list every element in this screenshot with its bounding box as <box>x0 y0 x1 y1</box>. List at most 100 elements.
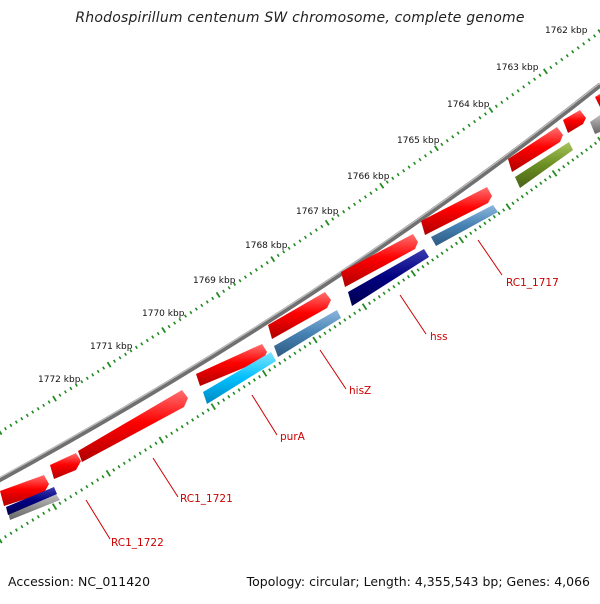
tick-mark <box>96 369 100 374</box>
tick-mark <box>118 356 122 360</box>
tick-mark <box>252 378 256 382</box>
scale-label: 1762 kbp <box>545 26 588 36</box>
tick-mark <box>151 335 155 339</box>
scale-label: 1767 kbp <box>296 207 339 217</box>
tick-mark <box>36 514 40 519</box>
tick-mark <box>283 358 287 362</box>
tick-mark <box>333 324 337 329</box>
tick-mark <box>527 81 531 85</box>
gene-arrow-navy[interactable] <box>348 249 429 306</box>
tick-mark <box>549 65 553 70</box>
tick-mark <box>402 278 406 282</box>
gene-arrow[interactable] <box>341 234 418 287</box>
tick-mark <box>293 242 297 247</box>
tick-mark <box>227 394 231 399</box>
tick-mark <box>469 231 473 236</box>
tick-mark <box>233 282 237 286</box>
tick-mark <box>4 534 7 539</box>
tick-mark <box>580 151 584 155</box>
tick-mark <box>14 420 18 424</box>
gene-arrow-olive[interactable] <box>515 142 573 188</box>
tick-mark <box>593 34 597 38</box>
tick-mark <box>260 264 264 269</box>
scale-label: 1768 kbp <box>245 241 288 251</box>
gene-arrow-gray[interactable] <box>8 494 60 520</box>
tick-mark <box>584 148 589 152</box>
tick-mark <box>205 300 209 304</box>
tick-mark <box>52 395 57 402</box>
tick-mark <box>206 408 210 412</box>
tick-mark <box>124 352 127 357</box>
tick-mark <box>298 239 302 243</box>
inner-tick-track <box>0 136 600 544</box>
tick-mark <box>42 403 46 408</box>
tick-mark <box>318 334 322 339</box>
tick-mark <box>396 172 400 177</box>
tick-mark <box>189 310 193 315</box>
tick-mark <box>58 393 62 397</box>
tick-mark <box>423 154 427 158</box>
tick-mark <box>374 187 378 192</box>
gene-arrow[interactable] <box>268 292 331 339</box>
tick-mark <box>456 131 460 135</box>
gene-label[interactable]: RC1_1722 <box>111 537 164 549</box>
tick-mark <box>20 524 24 529</box>
tick-mark <box>9 531 13 536</box>
tick-mark <box>158 436 164 444</box>
tick-mark <box>183 314 187 318</box>
gene-label[interactable]: purA <box>280 431 306 443</box>
gene-label[interactable]: hss <box>430 331 448 343</box>
tick-mark <box>516 198 520 202</box>
tick-mark <box>69 386 73 391</box>
tick-mark <box>494 104 498 108</box>
tick-mark <box>505 203 512 211</box>
gene-arrow-steelblue[interactable] <box>431 205 498 246</box>
tick-mark <box>562 165 566 169</box>
tick-mark <box>576 46 580 50</box>
gene-label[interactable]: RC1_1721 <box>180 493 233 505</box>
tick-mark <box>96 478 100 482</box>
tick-mark <box>391 176 395 181</box>
gene-arrow[interactable] <box>50 453 81 479</box>
tick-mark <box>571 50 575 54</box>
tick-mark <box>464 234 468 239</box>
gene-arrow-steelblue[interactable] <box>274 310 341 357</box>
gene-arrow[interactable] <box>78 390 188 462</box>
tick-mark <box>478 116 482 120</box>
gene-arrow[interactable] <box>0 475 49 506</box>
tick-mark <box>402 169 406 173</box>
gene-label[interactable]: RC1_1717 <box>506 277 559 289</box>
tick-mark <box>140 342 144 346</box>
tick-mark <box>145 338 149 343</box>
tick-mark <box>516 89 520 93</box>
tick-mark <box>440 142 444 147</box>
tick-mark <box>303 235 307 240</box>
tick-mark <box>273 364 277 369</box>
gene-arrow-gray[interactable] <box>590 115 600 134</box>
tick-mark <box>175 428 179 432</box>
gene-label[interactable]: hisZ <box>349 385 371 397</box>
tick-mark <box>520 194 524 199</box>
gene-arrow[interactable] <box>595 91 600 107</box>
tick-mark <box>418 157 422 162</box>
tick-mark <box>144 448 147 452</box>
tick-mark <box>379 182 385 189</box>
gene-arrow[interactable] <box>508 127 563 172</box>
gene-arrow[interactable] <box>196 344 267 386</box>
gene-arrow[interactable] <box>421 187 492 235</box>
tick-mark <box>196 414 200 419</box>
gene-arrow-navy[interactable] <box>6 487 57 515</box>
tick-mark <box>347 206 351 210</box>
gene-arrow[interactable] <box>563 110 586 133</box>
tick-mark <box>445 248 449 252</box>
tick-mark <box>497 211 501 216</box>
tick-mark <box>440 251 444 256</box>
forward-strand-genes <box>0 91 600 506</box>
tick-mark <box>282 250 286 254</box>
gene-arrow-deepskyblue[interactable] <box>203 352 276 404</box>
tick-mark <box>288 354 292 359</box>
tick-mark <box>128 458 132 462</box>
tick-mark <box>483 112 487 116</box>
tick-mark <box>276 253 280 258</box>
